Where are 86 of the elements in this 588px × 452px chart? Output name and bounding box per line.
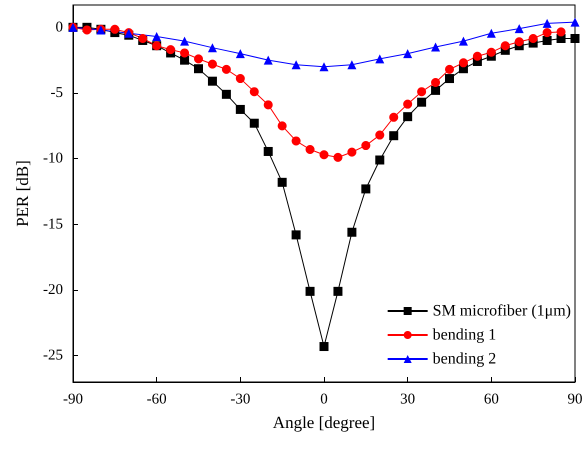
point <box>389 131 398 140</box>
point <box>194 54 203 64</box>
point <box>250 87 259 96</box>
point <box>486 48 496 57</box>
x-tick-label: 90 <box>568 392 582 408</box>
point <box>445 64 454 74</box>
point <box>528 34 538 43</box>
point <box>445 74 454 84</box>
point <box>292 60 301 70</box>
point <box>236 104 245 114</box>
point <box>375 156 384 165</box>
point <box>375 54 384 64</box>
point <box>236 74 245 84</box>
point <box>194 64 203 74</box>
point <box>347 60 356 70</box>
point <box>250 118 259 128</box>
y-axis-title: PER [dB] <box>13 160 32 227</box>
point <box>222 90 231 99</box>
point <box>320 150 328 160</box>
point <box>570 34 580 43</box>
point <box>542 36 552 45</box>
point <box>306 286 315 296</box>
point <box>208 43 217 52</box>
point <box>278 178 287 187</box>
point <box>403 49 412 58</box>
point <box>431 78 440 87</box>
point <box>542 28 552 38</box>
point <box>472 52 482 61</box>
point <box>417 98 426 107</box>
point <box>180 48 190 58</box>
x-tick-label: 30 <box>400 392 416 408</box>
point <box>82 25 92 34</box>
point <box>208 76 217 86</box>
point <box>403 112 412 122</box>
x-tick-label: -30 <box>230 392 250 408</box>
point <box>180 36 190 46</box>
point <box>458 36 468 46</box>
legend-label: bending 1 <box>432 326 496 344</box>
point <box>152 32 162 42</box>
point <box>500 41 510 50</box>
point <box>486 28 496 38</box>
y-tick-label: 0 <box>56 19 63 36</box>
point <box>361 141 370 150</box>
point <box>431 42 440 52</box>
point <box>458 58 468 68</box>
point <box>278 121 287 130</box>
x-tick-label: 0 <box>320 392 328 408</box>
point <box>403 100 412 109</box>
y-tick-label: -25 <box>43 348 63 364</box>
x-tick-label: -90 <box>63 392 83 408</box>
legend-label: SM microfiber (1μm) <box>432 302 571 320</box>
point <box>110 24 120 34</box>
point <box>292 230 301 240</box>
point <box>264 100 273 110</box>
x-tick-label: -60 <box>146 392 167 408</box>
point <box>556 27 566 36</box>
point <box>320 62 328 72</box>
point <box>417 87 426 96</box>
point <box>222 64 231 74</box>
y-tick-label: -5 <box>50 85 63 102</box>
point <box>264 56 273 65</box>
y-tick-label: -20 <box>43 282 63 298</box>
point <box>361 184 370 194</box>
x-tick-label: 60 <box>484 392 499 408</box>
point <box>347 228 356 237</box>
point <box>236 49 245 58</box>
point <box>208 60 217 69</box>
point <box>333 152 342 162</box>
point <box>320 342 328 352</box>
point <box>389 112 398 122</box>
point <box>542 18 552 28</box>
point <box>292 136 301 146</box>
point <box>375 130 384 140</box>
point <box>514 37 524 46</box>
y-tick-label: -10 <box>43 150 63 167</box>
y-tick-label: -15 <box>43 216 63 232</box>
point <box>431 86 440 95</box>
point <box>166 45 176 54</box>
point <box>514 24 524 34</box>
point <box>570 18 580 27</box>
point <box>333 286 342 296</box>
legend-label: bending 2 <box>432 350 496 368</box>
point <box>347 148 356 157</box>
point <box>264 146 273 156</box>
x-axis-title: Angle [degree] <box>272 413 376 432</box>
point <box>306 144 315 154</box>
